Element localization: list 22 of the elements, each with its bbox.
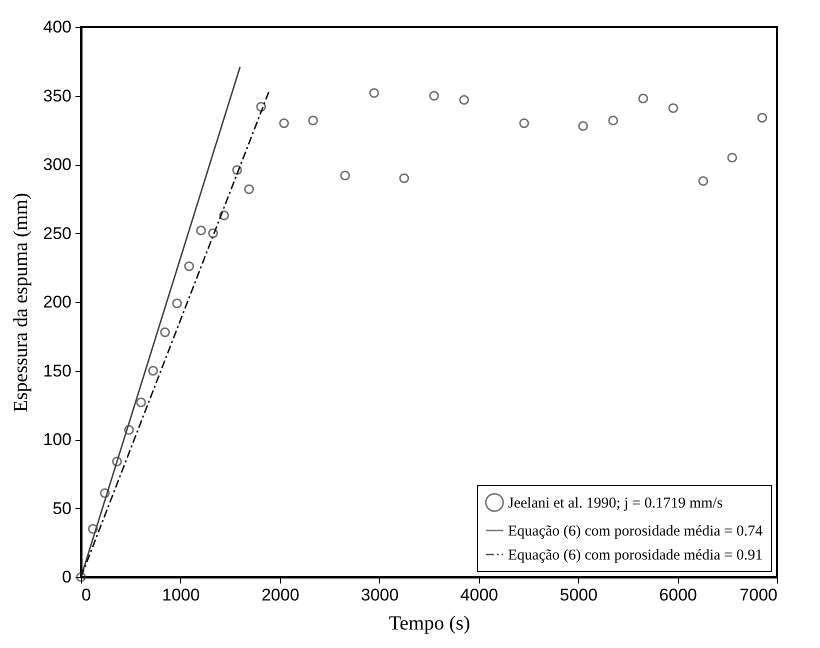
legend-label: Jeelani et al. 1990; j = 0.1719 mm/s [508, 496, 723, 512]
y-tick-label: 250 [43, 224, 72, 243]
legend-label: Equação (6) com porosidade média = 0.74 [508, 524, 764, 540]
y-tick-label: 0 [62, 568, 72, 586]
x-tick-label: 7000 [740, 586, 778, 604]
y-tick-label: 400 [43, 18, 72, 36]
x-axis-title: Tempo (s) [388, 612, 470, 634]
x-tick-label: 0 [82, 586, 91, 604]
x-tick-label: 6000 [659, 586, 697, 604]
x-tick-label: 3000 [360, 586, 399, 604]
x-tick-label: 2000 [261, 586, 300, 604]
legend-label: Equação (6) com porosidade média = 0.91 [508, 548, 763, 564]
x-tick-label: 4000 [460, 586, 498, 604]
y-tick-label: 100 [43, 430, 72, 449]
y-tick-label: 150 [43, 361, 72, 380]
x-tick-label: 5000 [560, 586, 598, 604]
y-tick-label: 350 [43, 86, 72, 106]
y-axis-title: Espessura da espuma (mm) [10, 192, 32, 412]
y-tick-label: 50 [52, 498, 72, 518]
y-tick-label: 200 [43, 292, 72, 312]
y-tick-label: 300 [43, 155, 72, 174]
x-tick-label: 1000 [162, 586, 200, 604]
